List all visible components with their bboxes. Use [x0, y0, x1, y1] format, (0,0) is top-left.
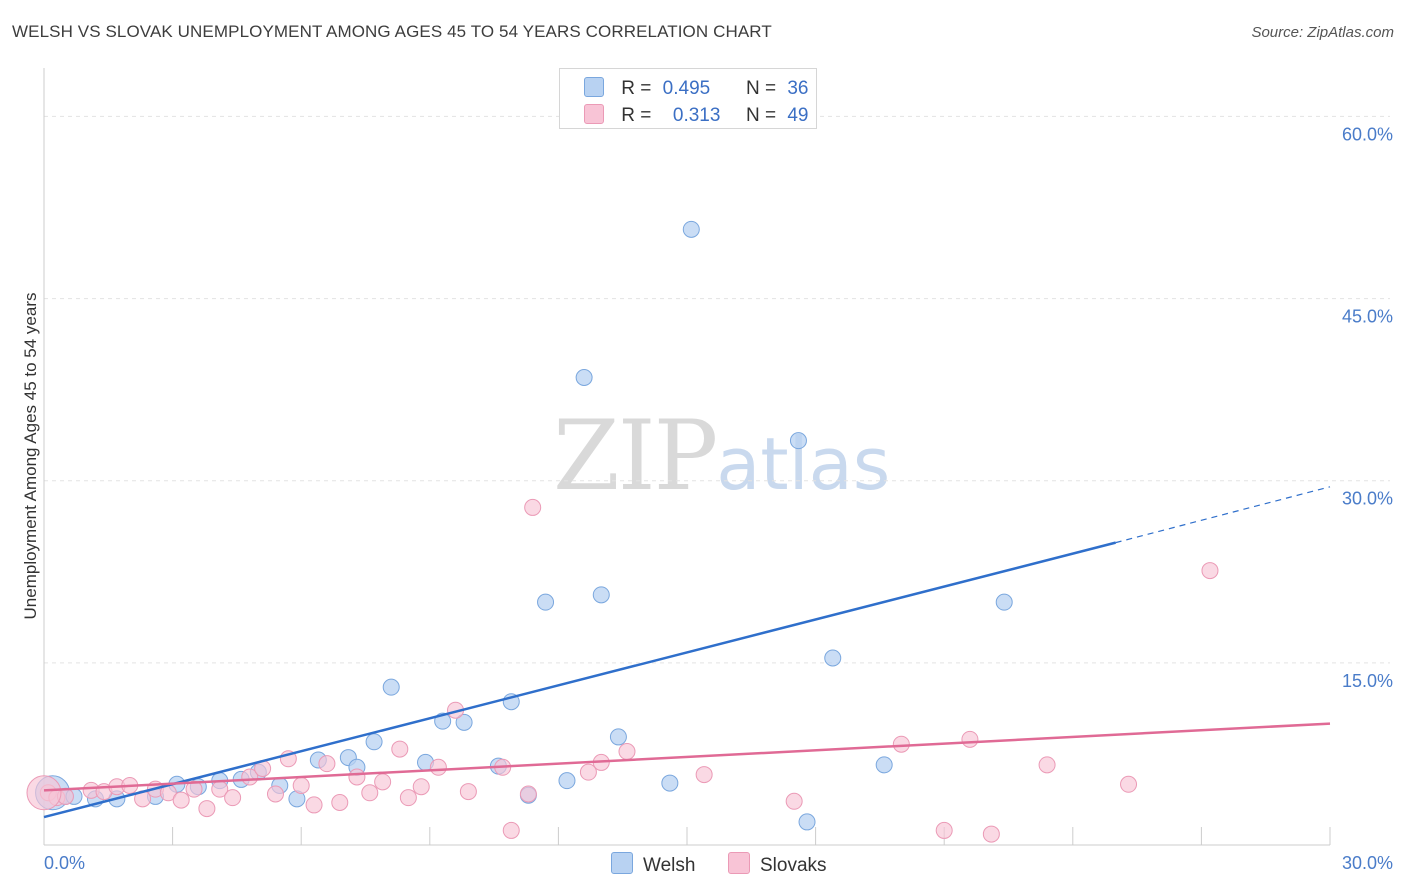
- series-legend: Welsh Slovaks: [0, 852, 1406, 878]
- slovaks-point-10: [172, 791, 190, 809]
- series-legend-slovaks: Slovaks: [728, 852, 827, 877]
- series-legend-welsh: Welsh: [611, 852, 695, 877]
- welsh-trendline: [43, 541, 1116, 819]
- welsh-point-32: [798, 813, 816, 831]
- y-tick-label-2: 45.0%: [1342, 307, 1393, 327]
- series-name-slovaks: Slovaks: [760, 855, 827, 876]
- slovaks-point-40: [785, 792, 803, 810]
- legend-row-slovaks: R = 0.313 N = 49: [584, 104, 808, 126]
- legend-welsh-n-label: N =: [745, 78, 777, 99]
- slovaks-point-35: [524, 498, 542, 516]
- legend-slovaks-r-value: 0.313: [672, 105, 721, 126]
- welsh-point-27: [592, 586, 610, 604]
- slovaks-trendline: [43, 722, 1331, 792]
- slovaks-point-11: [185, 780, 203, 798]
- welsh-point-35: [995, 593, 1013, 611]
- welsh-point-29: [661, 774, 679, 792]
- slovaks-point-31: [459, 783, 477, 801]
- welsh-point-30: [682, 220, 700, 238]
- slovaks-point-14: [224, 789, 242, 807]
- slovaks-point-17: [266, 785, 284, 803]
- welsh-point-25: [558, 772, 576, 790]
- welsh-point-33: [824, 649, 842, 667]
- legend-slovaks-n-label: N =: [745, 105, 777, 126]
- slovaks-point-12: [198, 800, 216, 818]
- legend-swatch-slovaks: [584, 104, 604, 124]
- slovaks-point-39: [695, 766, 713, 784]
- slovaks-point-45: [1038, 756, 1056, 774]
- slovaks-point-44: [982, 825, 1000, 843]
- legend-welsh-r-value: 0.495: [662, 78, 711, 99]
- slovaks-point-42: [935, 821, 953, 839]
- legend-slovaks-r-label: R =: [621, 105, 652, 126]
- legend-welsh-r-label: R =: [621, 78, 652, 99]
- legend-row-welsh: R = 0.495 N = 36: [584, 77, 808, 99]
- welsh-point-17: [382, 678, 400, 696]
- slovaks-point-21: [318, 755, 336, 773]
- x-tick-label-1: 30.0%: [1342, 853, 1393, 873]
- slovaks-point-38: [618, 743, 636, 760]
- welsh-trendline-extension: [1115, 486, 1331, 544]
- slovaks-point-34: [519, 785, 537, 803]
- slovaks-point-26: [391, 740, 409, 758]
- legend-slovaks-n-value: 49: [787, 105, 809, 126]
- slovaks-point-28: [412, 778, 430, 796]
- y-tick-label-0: 15.0%: [1342, 671, 1393, 691]
- stats-legend: R = 0.495 N = 36 R = 0.313 N = 49: [559, 68, 817, 129]
- series-swatch-welsh: [611, 852, 633, 874]
- y-tick-label-1: 30.0%: [1342, 489, 1393, 509]
- slovaks-point-41: [892, 735, 910, 753]
- slovaks-point-46: [1120, 775, 1138, 793]
- welsh-point-34: [875, 756, 893, 774]
- slovaks-point-22: [331, 794, 349, 811]
- legend-swatch-welsh: [584, 77, 604, 97]
- slovaks-point-25: [374, 773, 392, 791]
- welsh-point-24: [537, 593, 555, 611]
- welsh-point-31: [789, 432, 807, 450]
- chart-title: WELSH VS SLOVAK UNEMPLOYMENT AMONG AGES …: [12, 22, 772, 41]
- series-name-welsh: Welsh: [643, 855, 696, 876]
- slovaks-point-36: [579, 763, 597, 781]
- x-tick-label-0: 0.0%: [44, 853, 85, 873]
- source-label: Source: ZipAtlas.com: [1251, 24, 1394, 41]
- slovaks-point-47: [1201, 562, 1219, 580]
- slovaks-point-27: [399, 789, 417, 807]
- slovaks-point-24: [361, 784, 379, 802]
- welsh-point-28: [609, 728, 627, 746]
- legend-welsh-n-value: 36: [787, 78, 809, 99]
- slovaks-point-20: [305, 796, 323, 814]
- welsh-point-26: [575, 369, 593, 386]
- slovaks-point-43: [961, 730, 979, 748]
- slovaks-point-19: [292, 777, 310, 794]
- y-tick-label-3: 60.0%: [1342, 124, 1393, 144]
- welsh-point-20: [455, 713, 473, 731]
- y-axis-label: Unemployment Among Ages 45 to 54 years: [21, 293, 40, 620]
- slovaks-point-33: [502, 821, 520, 839]
- slovaks-point-23: [348, 768, 366, 786]
- series-swatch-slovaks: [728, 852, 750, 874]
- welsh-point-16: [365, 733, 383, 751]
- slovaks-point-48: [26, 775, 62, 811]
- slovaks-point-29: [429, 758, 447, 776]
